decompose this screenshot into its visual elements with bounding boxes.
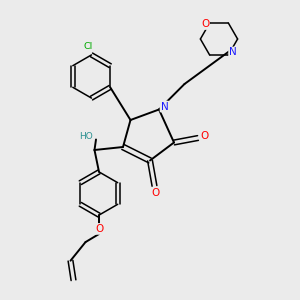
Text: O: O (95, 224, 103, 234)
Text: N: N (160, 101, 168, 112)
Text: O: O (152, 188, 160, 198)
Text: HO: HO (79, 132, 92, 141)
Text: O: O (200, 131, 209, 141)
Text: Cl: Cl (84, 42, 93, 51)
Text: O: O (201, 19, 209, 29)
Text: N: N (229, 47, 237, 58)
